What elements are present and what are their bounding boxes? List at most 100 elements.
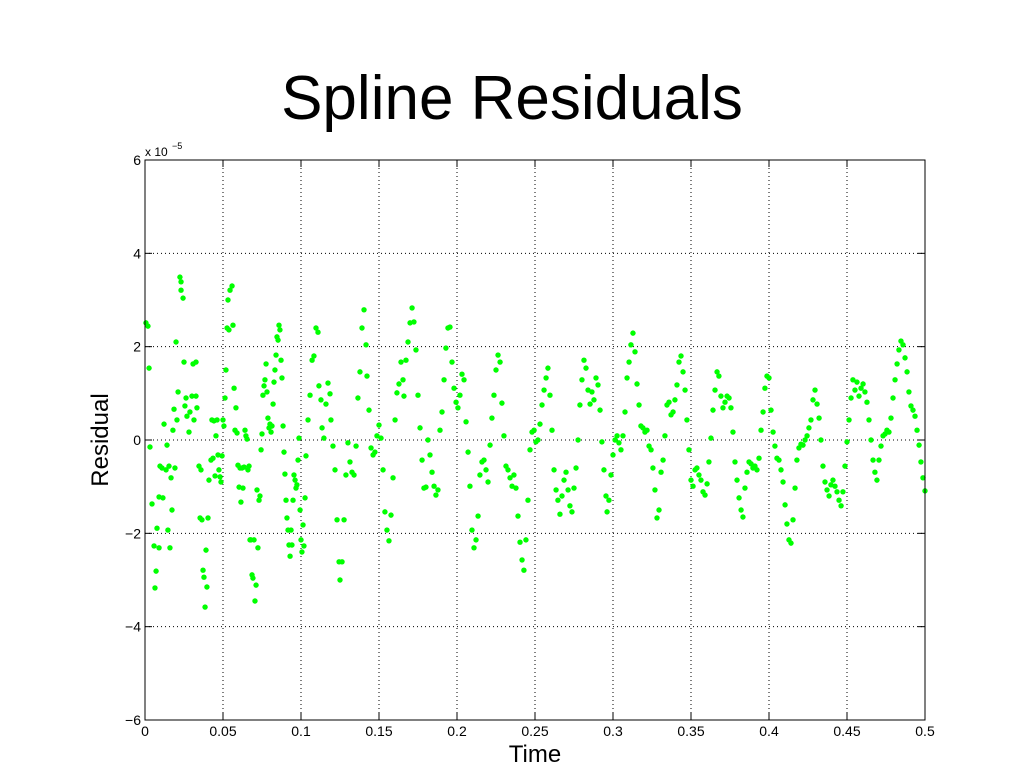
data-point: [832, 483, 838, 489]
data-point: [894, 361, 900, 367]
data-point: [328, 417, 334, 423]
data-point: [658, 469, 664, 475]
data-point: [297, 507, 303, 513]
x-tick-label: 0.4: [759, 723, 779, 739]
data-point: [634, 381, 640, 387]
data-point: [608, 472, 614, 478]
data-point: [164, 442, 170, 448]
data-point: [276, 322, 282, 328]
data-point: [610, 452, 616, 458]
data-point: [259, 431, 265, 437]
data-point: [772, 443, 778, 449]
data-point: [824, 487, 830, 493]
data-point: [169, 507, 175, 513]
data-point: [327, 391, 333, 397]
data-point: [593, 375, 599, 381]
y-tick-label: −2: [125, 525, 141, 541]
data-point: [838, 503, 844, 509]
data-point: [292, 477, 298, 483]
data-point: [545, 365, 551, 371]
data-point: [263, 361, 269, 367]
data-point: [240, 485, 246, 491]
data-point: [409, 305, 415, 311]
data-point: [234, 430, 240, 436]
data-point: [806, 425, 812, 431]
data-point: [258, 447, 264, 453]
data-point: [878, 443, 884, 449]
data-point: [171, 406, 177, 412]
data-point: [690, 483, 696, 489]
data-point: [238, 499, 244, 505]
data-point: [624, 375, 630, 381]
data-point: [392, 417, 398, 423]
x-tick-label: 0.1: [291, 723, 311, 739]
data-point: [376, 422, 382, 428]
data-point: [680, 369, 686, 375]
data-point: [429, 469, 435, 475]
y-tick-label: −6: [125, 712, 141, 728]
data-point: [523, 537, 529, 543]
data-point: [229, 283, 235, 289]
data-point: [886, 429, 892, 435]
data-point: [579, 377, 585, 383]
data-point: [174, 417, 180, 423]
data-point: [291, 472, 297, 478]
data-point: [760, 409, 766, 415]
data-point: [447, 324, 453, 330]
x-tick-label: 0.3: [603, 723, 623, 739]
data-point: [215, 452, 221, 458]
data-point: [908, 403, 914, 409]
data-point: [780, 479, 786, 485]
data-point: [214, 417, 220, 423]
data-point: [156, 545, 162, 551]
data-point: [666, 399, 672, 405]
data-point: [603, 493, 609, 499]
data-point: [648, 447, 654, 453]
data-point: [287, 553, 293, 559]
data-point: [204, 584, 210, 590]
data-point: [678, 353, 684, 359]
data-point: [597, 407, 603, 413]
data-point: [475, 513, 481, 519]
data-point: [670, 409, 676, 415]
data-point: [251, 537, 257, 543]
data-point: [289, 542, 295, 548]
data-point: [710, 407, 716, 413]
data-point: [295, 457, 301, 463]
x-axis-label: Time: [509, 741, 561, 768]
data-point: [278, 357, 284, 363]
data-point: [269, 423, 275, 429]
data-point: [694, 465, 700, 471]
data-point: [788, 540, 794, 546]
data-point: [541, 387, 547, 393]
data-point: [199, 517, 205, 523]
data-point: [244, 436, 250, 442]
data-point: [485, 479, 491, 485]
data-point: [896, 347, 902, 353]
data-point: [726, 395, 732, 401]
x-tick-label: 0.25: [521, 723, 548, 739]
data-point: [233, 405, 239, 411]
data-point: [272, 367, 278, 373]
data-point: [531, 427, 537, 433]
data-point: [225, 297, 231, 303]
data-point: [920, 475, 926, 481]
data-point: [744, 469, 750, 475]
data-point: [449, 359, 455, 365]
data-point: [784, 521, 790, 527]
data-point: [716, 373, 722, 379]
data-point: [804, 433, 810, 439]
data-point: [852, 387, 858, 393]
data-point: [403, 357, 409, 363]
data-point: [628, 342, 634, 348]
data-point: [311, 353, 317, 359]
data-point: [401, 393, 407, 399]
data-point: [868, 437, 874, 443]
data-point: [888, 415, 894, 421]
data-point: [616, 440, 622, 446]
data-point: [563, 469, 569, 475]
data-point: [632, 349, 638, 355]
data-point: [298, 537, 304, 543]
data-point: [483, 467, 489, 473]
data-point: [337, 577, 343, 583]
